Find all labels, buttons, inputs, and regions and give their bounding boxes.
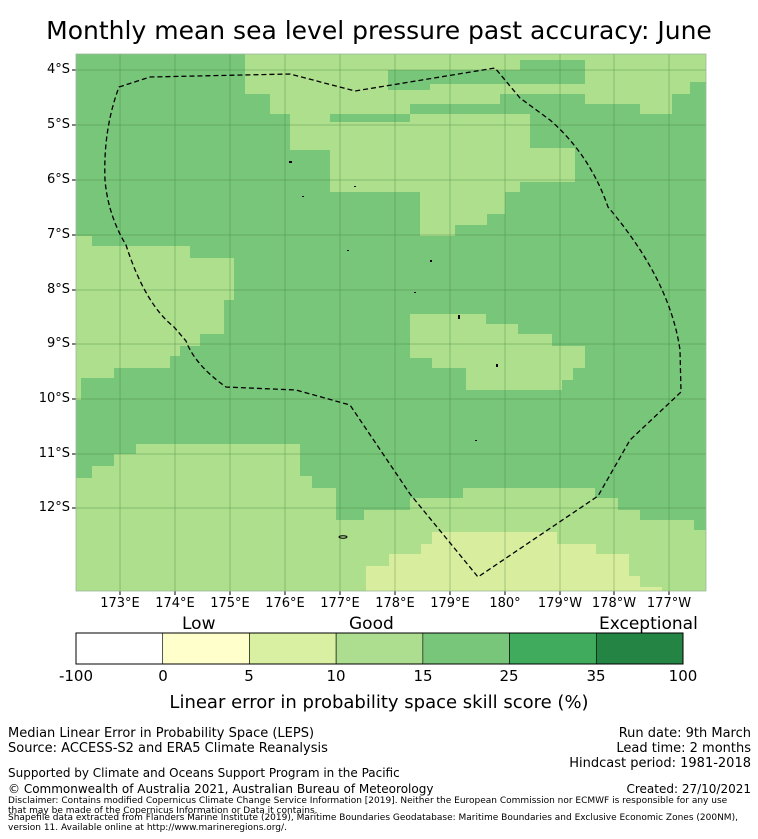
colorbar-swatch: [162, 632, 250, 665]
lat-label: 8°S: [46, 282, 70, 297]
lon-label: 178°W: [591, 596, 637, 611]
lon-label: 177°W: [646, 596, 692, 611]
colorbar-swatch: [335, 632, 424, 665]
colorbar-tick: 25: [499, 667, 519, 685]
colorbar-tick: -100: [58, 667, 94, 685]
colorbar-label: Linear error in probability space skill …: [169, 692, 589, 713]
colorbar-tick: 35: [586, 667, 606, 685]
colorbar-swatch: [249, 632, 337, 665]
lon-label: 177°E: [320, 596, 360, 611]
category-low: Low: [182, 614, 216, 634]
eez-boundary: [104, 67, 682, 578]
colorbar-swatch: [75, 632, 164, 665]
lon-label: 179°W: [537, 596, 583, 611]
lon-label: 178°E: [375, 596, 415, 611]
disclaimer-line-1: Disclaimer: Contains modified Copernicus…: [8, 796, 728, 806]
lon-label: 180°: [489, 596, 521, 611]
colorbar: [75, 632, 684, 665]
lat-label: 12°S: [38, 500, 70, 515]
shapefile-line-2: version 11. Available online at http://w…: [8, 823, 287, 833]
grid-lines: [76, 54, 706, 591]
copyright-text: © Commonwealth of Australia 2021, Austra…: [8, 782, 434, 796]
lat-label: 4°S: [46, 62, 70, 77]
colorbar-swatch: [509, 632, 597, 665]
lat-label: 9°S: [46, 336, 70, 351]
colorbar-tick: 0: [158, 667, 168, 685]
lat-label: 6°S: [46, 172, 70, 187]
run-date: Run date: 9th March: [618, 726, 751, 741]
created-date: Created: 27/10/2021: [626, 782, 751, 796]
hindcast-period: Hindcast period: 1981-2018: [569, 756, 751, 771]
lead-time: Lead time: 2 months: [616, 741, 751, 756]
colorbar-tick: 5: [244, 667, 254, 685]
lon-label: 174°E: [155, 596, 195, 611]
colorbar-tick: 100: [668, 667, 698, 685]
footer-source: Source: ACCESS-S2 and ERA5 Climate Reana…: [8, 741, 328, 756]
colorbar-frame: [75, 632, 684, 665]
shapefile-line-1: Shapefile data extracted from Flanders M…: [8, 813, 738, 823]
skill-region-5-10: [366, 532, 662, 591]
lat-label: 7°S: [46, 227, 70, 242]
footer-method: Median Linear Error in Probability Space…: [8, 726, 315, 741]
map-frame: [75, 53, 707, 592]
island-markers: [289, 161, 498, 539]
skill-map: [72, 53, 707, 595]
category-good: Good: [349, 614, 394, 634]
lon-label: 173°E: [100, 596, 140, 611]
lat-label: 5°S: [46, 117, 70, 132]
lon-label: 175°E: [210, 596, 250, 611]
colorbar-tick: 15: [413, 667, 433, 685]
lon-label: 179°E: [430, 596, 470, 611]
axis-ticks: [72, 69, 670, 595]
lat-label: 10°S: [38, 391, 70, 406]
disclaimer-line-2: that may be made of the Copernicus Infor…: [8, 806, 318, 816]
lat-label: 11°S: [38, 446, 70, 461]
lon-label: 176°E: [265, 596, 305, 611]
category-exceptional: Exceptional: [599, 614, 698, 634]
support-text: Supported by Climate and Oceans Support …: [8, 766, 400, 780]
colorbar-swatch: [422, 632, 510, 665]
map-title: Monthly mean sea level pressure past acc…: [46, 16, 712, 45]
colorbar-swatch: [595, 632, 684, 665]
colorbar-tick: 10: [326, 667, 346, 685]
